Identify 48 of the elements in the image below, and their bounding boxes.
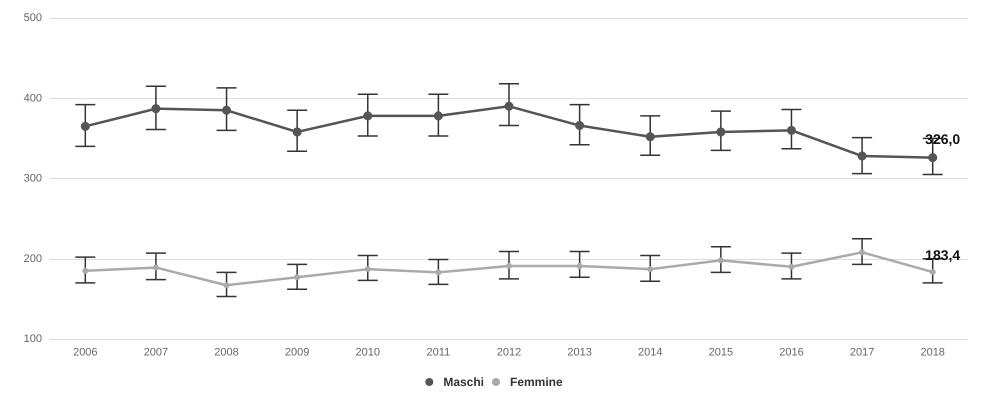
legend-label: Femmine [510,375,564,389]
point [930,269,936,276]
point [504,102,514,111]
x-tick-label: 2016 [779,346,804,358]
point [859,249,866,256]
point [506,262,512,269]
y-tick-label: 200 [24,252,42,265]
x-tick-label: 2013 [567,346,592,358]
x-tick-label: 2015 [708,346,734,358]
point [292,127,302,136]
point [224,282,230,288]
point [152,264,159,271]
y-tick-label: 500 [24,12,42,24]
point [434,111,443,120]
point [82,268,88,274]
x-tick-label: 2006 [73,346,98,358]
point [646,132,655,142]
y-tick-label: 100 [24,333,42,345]
x-tick-label: 2008 [214,346,239,358]
data-label: 326,0 [925,131,960,148]
point [222,106,232,115]
y-tick-label: 300 [24,172,42,184]
x-tick-label: 2012 [496,346,522,358]
x-tick-label: 2014 [638,346,662,358]
point [576,262,583,269]
point [80,122,90,131]
point [435,269,442,276]
point [858,152,867,161]
point [647,266,654,272]
y-tick-label: 400 [24,92,42,104]
point [364,266,371,272]
point [294,274,300,280]
point [716,127,726,136]
point [788,264,794,270]
point [363,111,372,120]
point [786,126,796,135]
x-tick-label: 2007 [144,346,168,358]
point [928,153,938,162]
point [151,104,160,114]
x-tick-label: 2011 [426,346,450,358]
point [718,257,724,264]
legend-label: Maschi [443,375,484,389]
x-tick-label: 2017 [850,346,874,358]
point [575,121,584,130]
data-label: 183,4 [925,247,960,264]
x-tick-label: 2009 [284,346,310,358]
x-tick-label: 2010 [356,346,380,358]
x-tick-label: 2018 [920,346,945,358]
